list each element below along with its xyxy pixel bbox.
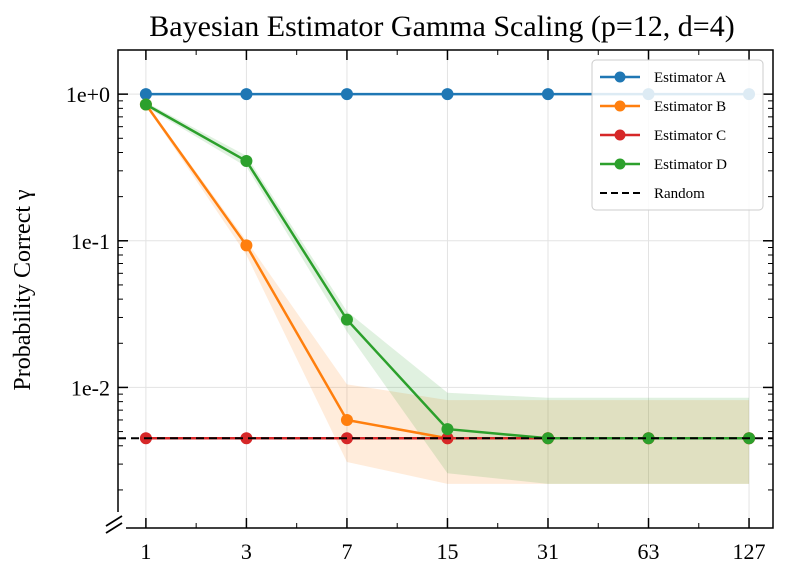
legend-label-estimator-c: Estimator C <box>654 128 726 144</box>
point-estimator-d <box>642 432 655 445</box>
legend-marker-estimator-d <box>614 158 626 170</box>
axis-break-line <box>105 515 123 527</box>
point-estimator-d <box>139 98 152 111</box>
chart-title: Bayesian Estimator Gamma Scaling (p=12, … <box>149 10 734 43</box>
x-tick-label: 127 <box>733 539 766 564</box>
x-tick-label: 3 <box>241 539 252 564</box>
legend-marker-estimator-b <box>614 100 626 112</box>
x-tick-label: 1 <box>140 539 151 564</box>
legend-marker-estimator-a <box>614 71 626 83</box>
point-estimator-d <box>340 313 353 326</box>
x-tick-label: 15 <box>436 539 458 564</box>
point-estimator-a <box>541 88 554 101</box>
x-tick-label: 7 <box>341 539 352 564</box>
point-estimator-c <box>240 432 253 445</box>
plot-frame <box>117 49 774 529</box>
band-estimator-b <box>145 103 750 484</box>
legend-box <box>591 59 764 211</box>
point-estimator-d <box>240 155 253 168</box>
point-estimator-a <box>240 88 253 101</box>
legend: Estimator A Estimator B Estimator C Estimat… <box>591 59 764 211</box>
y-tick-label: 1e-2 <box>71 375 110 400</box>
axis-break-mark <box>104 512 126 534</box>
y-tick-label: 1e-1 <box>71 229 110 254</box>
legend-marker-estimator-c <box>614 129 626 141</box>
y-axis-label: Probability Correct γ <box>10 189 36 391</box>
point-estimator-a <box>441 88 454 101</box>
point-estimator-b <box>240 239 253 252</box>
axis-break-line <box>105 522 123 534</box>
series-lines <box>118 88 773 445</box>
legend-label-estimator-a: Estimator A <box>654 70 726 86</box>
point-estimator-d <box>441 423 454 436</box>
legend-label-estimator-b: Estimator B <box>654 99 726 115</box>
legend-label-random: Random <box>654 186 705 202</box>
point-estimator-a <box>139 88 152 101</box>
band-estimator-d <box>145 102 750 484</box>
confidence-bands <box>145 102 750 484</box>
legend-label-estimator-d: Estimator D <box>654 157 727 173</box>
axes: 1e+0 1e-1 1e-2 1 3 7 15 31 63 127 <box>66 49 774 564</box>
x-tick-label: 31 <box>537 539 559 564</box>
point-estimator-a <box>340 88 353 101</box>
y-tick-label: 1e+0 <box>66 82 110 107</box>
x-tick-label: 63 <box>638 539 660 564</box>
point-estimator-b <box>340 413 353 426</box>
